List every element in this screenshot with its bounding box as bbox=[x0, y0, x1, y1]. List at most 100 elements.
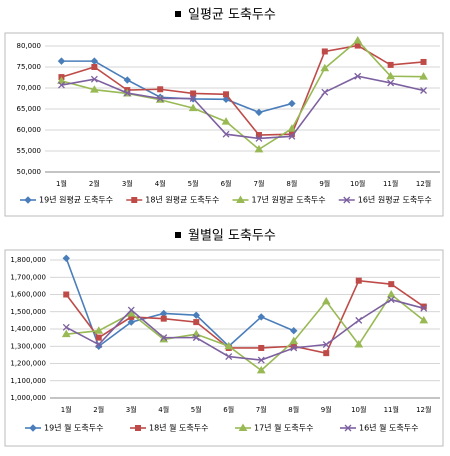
marker bbox=[289, 336, 299, 345]
marker bbox=[419, 72, 428, 80]
x-tick-label: 9월 bbox=[319, 179, 330, 188]
x-tick-label: 8월 bbox=[286, 179, 297, 188]
marker bbox=[57, 57, 66, 65]
marker bbox=[258, 344, 265, 351]
x-tick-label: 2월 bbox=[93, 405, 104, 414]
marker bbox=[95, 334, 102, 341]
title-bullet bbox=[175, 232, 181, 238]
marker bbox=[388, 281, 395, 288]
marker bbox=[257, 356, 265, 364]
marker bbox=[288, 99, 296, 108]
marker bbox=[223, 91, 230, 98]
x-tick-label: 3월 bbox=[122, 179, 133, 188]
y-tick-label: 1,600,000 bbox=[10, 291, 46, 299]
chart-title: 일평균 도축두수 bbox=[188, 8, 276, 23]
x-tick-label: 4월 bbox=[158, 405, 169, 414]
marker bbox=[420, 87, 428, 94]
marker bbox=[225, 353, 233, 361]
marker bbox=[353, 36, 363, 44]
marker bbox=[188, 103, 198, 112]
marker bbox=[257, 313, 265, 321]
x-tick-label: 2월 bbox=[89, 179, 100, 188]
legend-label: 16년 원평균 도축두수 bbox=[358, 195, 432, 205]
marker bbox=[123, 76, 131, 84]
chart-frame bbox=[4, 249, 444, 447]
marker bbox=[222, 130, 230, 138]
y-tick-label: 1,800,000 bbox=[10, 256, 46, 264]
legend-marker bbox=[343, 196, 351, 204]
marker bbox=[355, 316, 363, 324]
x-tick-label: 9월 bbox=[321, 405, 332, 414]
marker bbox=[354, 340, 364, 348]
legend-marker bbox=[238, 423, 248, 431]
series-line bbox=[65, 279, 425, 355]
marker bbox=[192, 334, 200, 342]
legend-label: 17년 월 도축두수 bbox=[254, 423, 313, 433]
marker bbox=[255, 134, 263, 142]
x-tick-label: 8월 bbox=[288, 405, 299, 414]
marker bbox=[256, 365, 266, 374]
marker bbox=[91, 64, 98, 70]
marker bbox=[224, 341, 234, 350]
x-tick-label: 12월 bbox=[416, 405, 431, 414]
marker bbox=[321, 88, 329, 96]
marker bbox=[61, 329, 71, 338]
legend-label: 17년 원평균 도축두수 bbox=[252, 195, 326, 205]
marker bbox=[320, 63, 330, 72]
marker bbox=[222, 95, 230, 104]
x-tick-label: 1월 bbox=[61, 405, 72, 414]
marker bbox=[321, 48, 328, 55]
series-line bbox=[61, 39, 424, 151]
series-line bbox=[61, 75, 424, 140]
legend-marker bbox=[29, 424, 37, 432]
marker bbox=[290, 327, 298, 335]
y-tick-label: 75,000 bbox=[17, 63, 42, 71]
y-tick-label: 1,700,000 bbox=[10, 273, 46, 281]
marker bbox=[95, 342, 103, 350]
y-tick-label: 1,400,000 bbox=[10, 325, 46, 333]
marker bbox=[288, 132, 296, 140]
marker bbox=[94, 326, 104, 334]
x-tick-label: 5월 bbox=[191, 405, 202, 414]
title-bullet bbox=[175, 11, 181, 17]
marker bbox=[190, 90, 197, 97]
y-tick-label: 1,100,000 bbox=[10, 377, 46, 385]
x-tick-label: 11월 bbox=[383, 179, 398, 188]
marker bbox=[321, 296, 331, 305]
legend-label: 19년 월 도축두수 bbox=[44, 423, 103, 433]
marker bbox=[57, 81, 65, 89]
x-tick-label: 4월 bbox=[155, 179, 166, 188]
marker bbox=[62, 254, 70, 262]
marker bbox=[354, 42, 361, 49]
y-tick-label: 70,000 bbox=[17, 84, 42, 92]
x-tick-label: 6월 bbox=[221, 179, 232, 188]
x-tick-label: 5월 bbox=[188, 179, 199, 188]
y-tick-label: 1,000,000 bbox=[10, 394, 46, 402]
legend-marker bbox=[135, 425, 141, 431]
marker bbox=[355, 277, 362, 284]
legend-marker bbox=[131, 197, 138, 203]
marker bbox=[127, 306, 135, 314]
legend-marker bbox=[24, 196, 32, 204]
marker bbox=[255, 108, 263, 117]
y-tick-label: 55,000 bbox=[17, 147, 42, 155]
y-tick-label: 1,200,000 bbox=[10, 360, 46, 368]
marker bbox=[419, 315, 429, 324]
marker bbox=[221, 117, 231, 125]
marker bbox=[62, 323, 70, 331]
chart-title: 월별일 도축두수 bbox=[188, 229, 276, 244]
marker bbox=[387, 79, 395, 87]
marker bbox=[57, 76, 66, 84]
marker bbox=[354, 72, 362, 80]
marker bbox=[157, 86, 164, 93]
x-tick-label: 10월 bbox=[351, 405, 366, 414]
marker bbox=[386, 71, 395, 80]
legend-label: 19년 원평균 도축두수 bbox=[39, 195, 113, 205]
marker bbox=[287, 124, 297, 132]
series-line bbox=[65, 257, 295, 348]
marker bbox=[160, 309, 168, 318]
y-tick-label: 1,500,000 bbox=[10, 308, 46, 316]
x-tick-label: 3월 bbox=[126, 405, 137, 414]
